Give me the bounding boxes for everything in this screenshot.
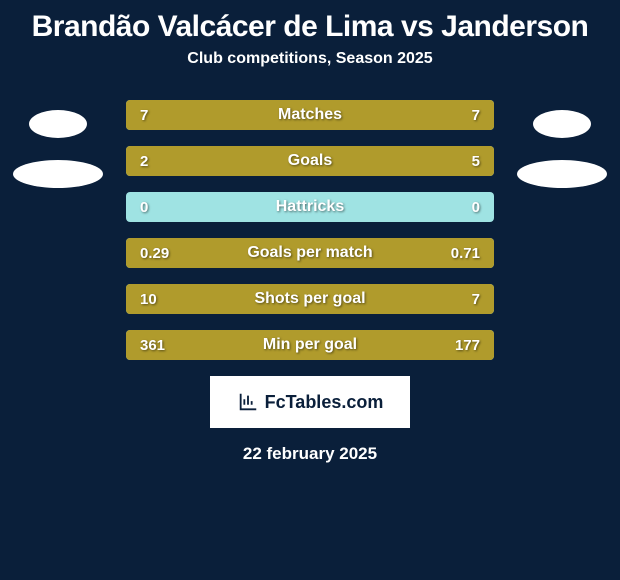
stat-label: Shots per goal [126,284,494,314]
stats-list: Matches77Goals25Hattricks00Goals per mat… [126,100,494,360]
chart-icon [237,391,259,413]
stat-row: Goals2 5 [126,146,494,176]
stat-value-left: 7 [140,100,148,130]
stat-label: Min per goal [126,330,494,360]
stat-row: Min per goal361 177 [126,330,494,360]
stat-label: Matches [126,100,494,130]
logo: FcTables.com [210,376,410,428]
stat-label: Goals [126,146,494,176]
stat-value-right: 0.71 [451,238,480,268]
page-title: Brandão Valcácer de Lima vs Janderson [0,0,620,50]
stat-value-left: 2 [140,146,148,176]
stat-value-left: 0 [140,192,148,222]
stat-value-right: 7 [472,100,480,130]
stat-value-left: 361 [140,330,165,360]
avatar-right [510,110,614,214]
subtitle: Club competitions, Season 2025 [0,50,620,68]
stat-label: Hattricks [126,192,494,222]
stat-value-right: 7 [472,284,480,314]
avatar-head-icon [29,110,87,138]
stat-row: Matches7 7 [126,100,494,130]
stat-row: Hattricks0 0 [126,192,494,222]
avatar-left [6,110,110,214]
stat-value-left: 10 [140,284,157,314]
stat-value-left: 0.29 [140,238,169,268]
logo-text: FcTables.com [265,392,384,413]
stat-row: Shots per goal10 7 [126,284,494,314]
stat-value-right: 0 [472,192,480,222]
avatar-body-icon [13,160,103,188]
avatar-head-icon [533,110,591,138]
stat-row: Goals per match0.29 0.71 [126,238,494,268]
stat-label: Goals per match [126,238,494,268]
avatar-body-icon [517,160,607,188]
stat-value-right: 5 [472,146,480,176]
date: 22 february 2025 [0,444,620,464]
stat-value-right: 177 [455,330,480,360]
